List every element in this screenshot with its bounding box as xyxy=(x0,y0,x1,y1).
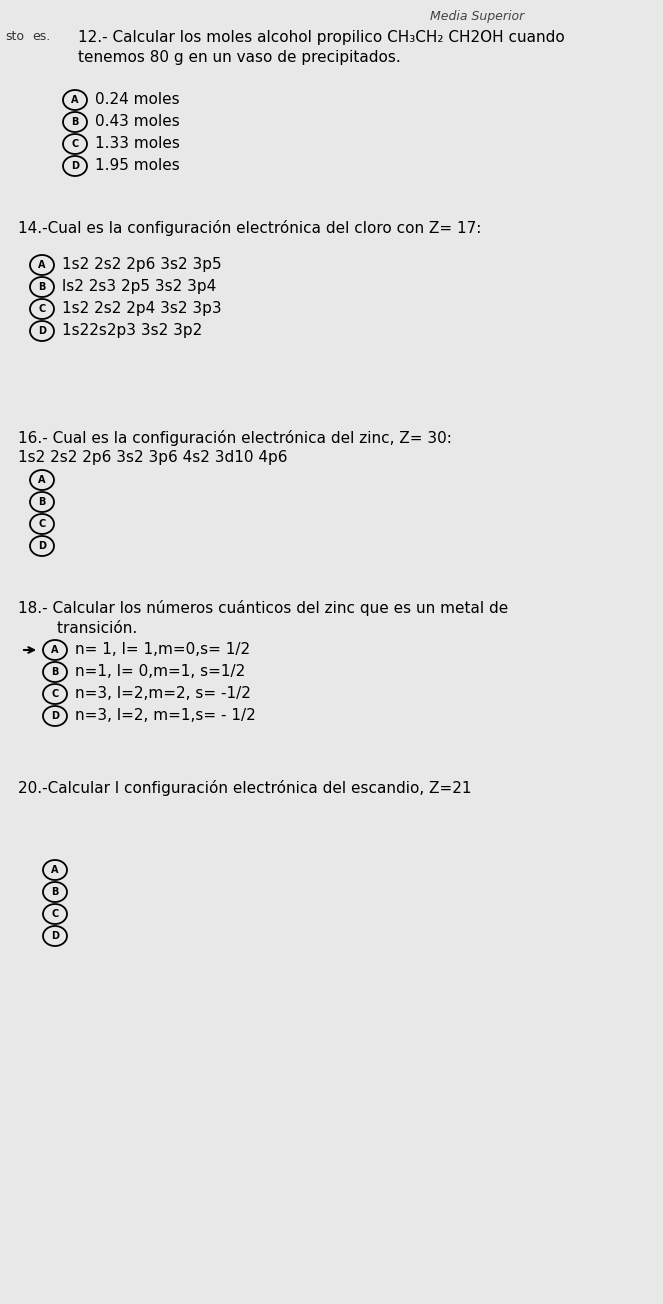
Text: A: A xyxy=(38,259,46,270)
Text: n=3, l=2,m=2, s= -1/2: n=3, l=2,m=2, s= -1/2 xyxy=(75,686,251,702)
Text: C: C xyxy=(72,140,79,149)
Text: 1s2 2s2 2p4 3s2 3p3: 1s2 2s2 2p4 3s2 3p3 xyxy=(62,301,221,317)
Text: C: C xyxy=(38,519,46,529)
Text: 1s2 2s2 2p6 3s2 3p5: 1s2 2s2 2p6 3s2 3p5 xyxy=(62,257,221,273)
Text: C: C xyxy=(38,304,46,314)
Text: B: B xyxy=(51,668,59,677)
Text: 1s2 2s2 2p6 3s2 3p6 4s2 3d10 4p6: 1s2 2s2 2p6 3s2 3p6 4s2 3d10 4p6 xyxy=(18,450,288,466)
Text: 12.- Calcular los moles alcohol propilico CH₃CH₂ CH2OH cuando
tenemos 80 g en un: 12.- Calcular los moles alcohol propilic… xyxy=(78,30,565,65)
Text: B: B xyxy=(51,887,59,897)
Text: Media Superior: Media Superior xyxy=(430,10,524,23)
Text: D: D xyxy=(38,541,46,552)
Text: ls2 2s3 2p5 3s2 3p4: ls2 2s3 2p5 3s2 3p4 xyxy=(62,279,216,295)
Text: n= 1, l= 1,m=0,s= 1/2: n= 1, l= 1,m=0,s= 1/2 xyxy=(75,643,250,657)
Text: 0.24 moles: 0.24 moles xyxy=(95,93,180,107)
Text: sto: sto xyxy=(5,30,24,43)
Text: 1.95 moles: 1.95 moles xyxy=(95,159,180,173)
Text: D: D xyxy=(51,711,59,721)
Text: C: C xyxy=(51,909,58,919)
Text: D: D xyxy=(71,160,79,171)
Text: 1.33 moles: 1.33 moles xyxy=(95,137,180,151)
Text: A: A xyxy=(51,645,59,655)
Text: n=1, l= 0,m=1, s=1/2: n=1, l= 0,m=1, s=1/2 xyxy=(75,665,245,679)
Text: A: A xyxy=(38,475,46,485)
Text: B: B xyxy=(38,282,46,292)
Text: A: A xyxy=(71,95,79,106)
Text: D: D xyxy=(38,326,46,336)
Text: B: B xyxy=(38,497,46,507)
Text: n=3, l=2, m=1,s= - 1/2: n=3, l=2, m=1,s= - 1/2 xyxy=(75,708,256,724)
Text: C: C xyxy=(51,689,58,699)
Text: B: B xyxy=(72,117,79,126)
Text: A: A xyxy=(51,865,59,875)
Text: 0.43 moles: 0.43 moles xyxy=(95,115,180,129)
Text: D: D xyxy=(51,931,59,941)
Text: 14.-Cual es la configuración electrónica del cloro con Z= 17:: 14.-Cual es la configuración electrónica… xyxy=(18,220,481,236)
Text: 18.- Calcular los números cuánticos del zinc que es un metal de
        transici: 18.- Calcular los números cuánticos del … xyxy=(18,600,509,636)
Text: 20.-Calcular l configuración electrónica del escandio, Z=21: 20.-Calcular l configuración electrónica… xyxy=(18,780,471,795)
Text: 1s22s2p3 3s2 3p2: 1s22s2p3 3s2 3p2 xyxy=(62,323,202,339)
Text: es.: es. xyxy=(32,30,50,43)
Text: 16.- Cual es la configuración electrónica del zinc, Z= 30:: 16.- Cual es la configuración electrónic… xyxy=(18,430,452,446)
